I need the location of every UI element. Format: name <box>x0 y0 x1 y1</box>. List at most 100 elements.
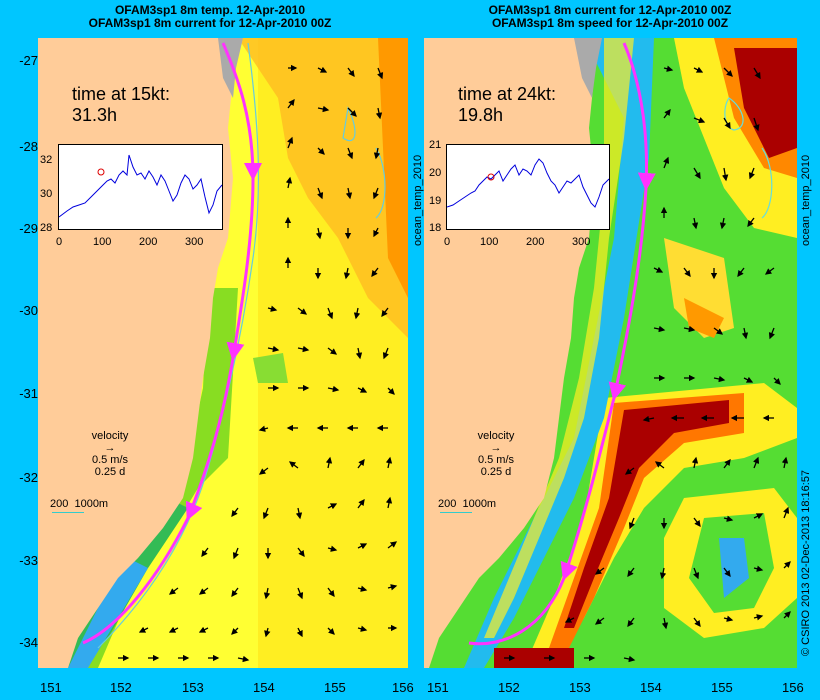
current-arrow <box>783 561 791 569</box>
current-arrow <box>377 67 384 80</box>
left-inset-ytick: 30 <box>40 188 53 200</box>
right-inset-xtick: 100 <box>480 236 499 248</box>
current-arrow <box>691 217 699 230</box>
right-title-line2: OFAM3sp1 8m speed for 12-Apr-2010 00Z <box>491 16 729 30</box>
lon-axis: 151 152 153 154 155 156 151 152 153 154 … <box>0 680 820 700</box>
right-inset-ytick: 19 <box>429 195 442 207</box>
current-arrow <box>385 496 393 509</box>
right-map-panel <box>424 38 797 668</box>
current-arrow <box>297 307 308 315</box>
current-arrow <box>387 387 395 395</box>
right-inset-svg <box>446 158 610 208</box>
left-inset-ytick: 28 <box>40 222 53 234</box>
current-arrow <box>168 587 179 595</box>
current-arrow <box>773 377 781 385</box>
current-arrow <box>753 565 764 572</box>
current-arrow <box>723 458 731 469</box>
current-arrow <box>721 167 729 182</box>
current-arrow <box>325 456 333 469</box>
left-inset-marker <box>97 168 105 176</box>
current-arrow <box>297 587 304 600</box>
current-arrow <box>781 456 789 469</box>
land-island <box>218 38 243 98</box>
current-arrow <box>327 503 338 510</box>
current-arrow <box>768 327 775 340</box>
current-arrow <box>642 415 655 423</box>
left-current-arrows <box>118 64 398 663</box>
right-map-svg <box>424 38 797 668</box>
current-arrow <box>201 547 209 558</box>
current-arrow <box>373 147 381 160</box>
current-arrow <box>748 167 755 180</box>
left-depth-line <box>52 512 84 513</box>
right-inset-vlabel: ocean_temp_2010 <box>412 154 424 246</box>
left-velocity-days: 0.25 d <box>94 466 126 478</box>
current-arrow <box>753 117 760 132</box>
current-arrow <box>713 375 726 383</box>
current-arrow <box>693 567 700 580</box>
current-arrow <box>317 187 324 200</box>
current-arrow <box>357 543 368 550</box>
lon-tick: 152 <box>110 680 132 695</box>
current-arrow <box>372 187 379 200</box>
current-arrow <box>347 67 355 78</box>
current-arrow <box>297 547 305 558</box>
current-arrow <box>355 347 363 360</box>
current-arrow <box>693 66 704 73</box>
current-arrow <box>382 347 389 360</box>
current-arrow <box>743 376 754 383</box>
current-arrow <box>353 307 361 320</box>
left-inset-xtick: 100 <box>93 236 112 248</box>
current-arrow <box>693 117 706 124</box>
current-arrow <box>138 626 149 633</box>
current-arrow <box>198 587 209 595</box>
right-inset-series <box>446 158 610 208</box>
current-arrow <box>371 267 379 278</box>
current-arrow <box>663 65 674 72</box>
current-arrow <box>723 67 733 77</box>
current-arrow <box>317 66 328 73</box>
lon-tick: 156 <box>782 680 804 695</box>
current-arrow <box>623 655 636 663</box>
current-arrow <box>719 217 727 230</box>
current-arrow <box>373 227 380 238</box>
lon-tick: 153 <box>182 680 204 695</box>
right-current-arrows <box>504 65 791 663</box>
current-arrow <box>327 545 338 552</box>
current-arrow <box>683 267 691 278</box>
current-arrow <box>267 345 280 353</box>
right-inset-ytick: 18 <box>429 222 442 234</box>
right-depth-legend: 200 1000m <box>438 498 497 510</box>
current-arrow <box>594 567 605 575</box>
current-arrow <box>723 615 734 622</box>
left-time-box: time at 15kt: 31.3h <box>72 84 170 126</box>
current-arrow <box>267 305 278 312</box>
current-arrow <box>783 506 790 519</box>
left-time-label: time at 15kt: <box>72 84 171 104</box>
current-arrow <box>753 513 764 520</box>
current-arrow <box>385 456 393 469</box>
current-arrow <box>747 217 755 228</box>
current-arrow <box>285 176 293 189</box>
lat-tick: -33 <box>19 553 38 568</box>
current-arrow <box>783 611 791 619</box>
current-arrow <box>258 467 269 475</box>
current-arrow <box>198 626 209 633</box>
lon-tick: 154 <box>640 680 662 695</box>
current-arrow <box>624 467 635 475</box>
current-arrow <box>723 515 734 522</box>
current-arrow <box>654 461 665 469</box>
current-arrow <box>231 627 239 635</box>
current-arrow <box>327 587 335 598</box>
lat-tick: -32 <box>19 470 38 485</box>
current-arrow <box>683 325 696 333</box>
lat-tick: -29 <box>19 221 38 236</box>
current-arrow <box>387 584 398 591</box>
lon-tick: 155 <box>711 680 733 695</box>
current-arrow <box>262 507 269 520</box>
current-arrow <box>357 625 368 632</box>
current-arrow <box>627 567 635 578</box>
current-arrow <box>713 327 724 335</box>
lon-tick: 152 <box>498 680 520 695</box>
current-arrow <box>741 327 749 340</box>
